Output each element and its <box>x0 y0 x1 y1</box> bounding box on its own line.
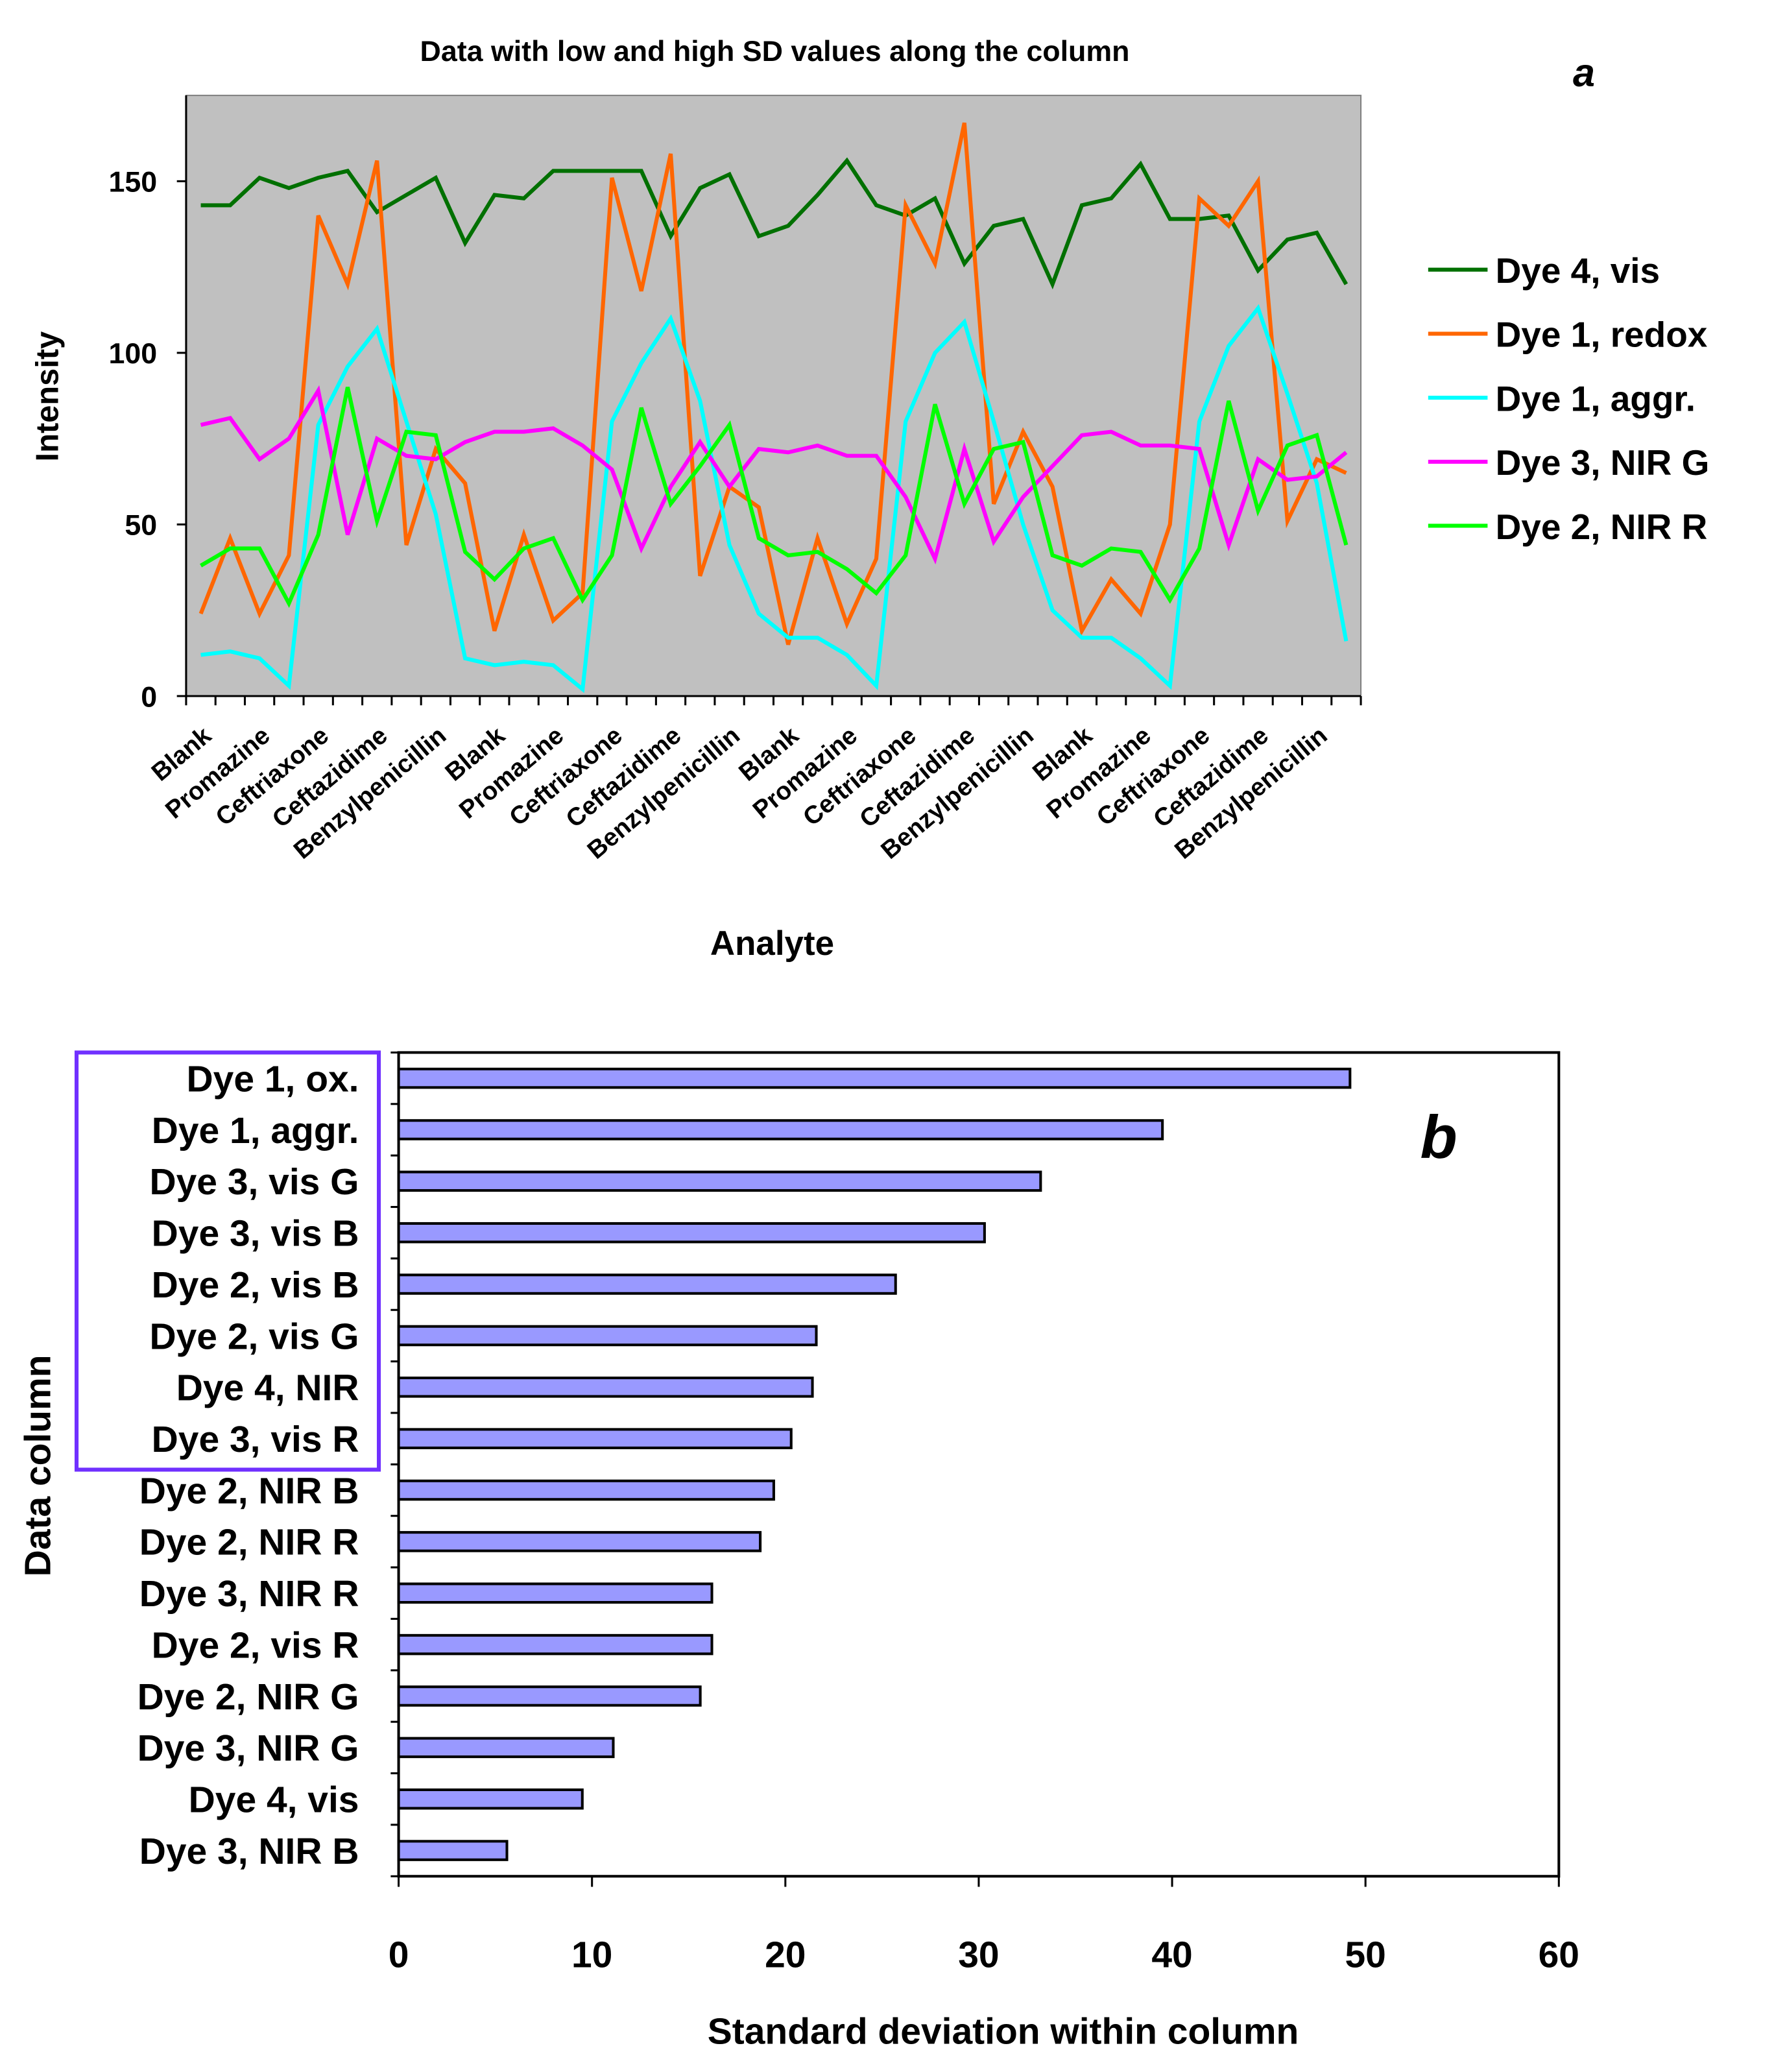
category-label: Dye 3, vis B <box>152 1213 359 1255</box>
bar <box>397 1325 818 1347</box>
bar <box>397 1119 1164 1140</box>
bar <box>397 1222 986 1244</box>
series-dye-2-nir-r <box>200 387 1348 608</box>
category-label: Dye 2, vis G <box>149 1316 359 1357</box>
x-tick-label-b: 60 <box>1539 1934 1579 1976</box>
category-label: Dye 3, NIR R <box>139 1573 359 1615</box>
bar <box>397 1633 713 1656</box>
category-label: Dye 1, ox. <box>187 1058 359 1100</box>
category-label: Dye 3, NIR B <box>139 1831 359 1872</box>
bar <box>397 1428 793 1449</box>
legend-label: Dye 1, redox <box>1496 315 1708 355</box>
legend-label: Dye 2, NIR R <box>1496 507 1708 547</box>
category-label: Dye 2, vis R <box>152 1624 359 1666</box>
category-label: Dye 2, vis B <box>152 1264 359 1306</box>
series-dye-1-redox <box>198 122 1347 645</box>
x-axis-label-a: Analyte <box>710 924 834 963</box>
x-axis-label-b: Standard deviation within column <box>708 2011 1299 2053</box>
bar <box>397 1067 1352 1089</box>
series-line <box>200 304 1348 693</box>
bar <box>397 1531 762 1552</box>
bar <box>397 1582 713 1604</box>
category-label: Dye 2, NIR B <box>139 1470 359 1512</box>
highlight-box <box>74 1050 381 1472</box>
series-line <box>198 122 1347 645</box>
bar <box>397 1788 584 1810</box>
x-tick-label-b: 30 <box>958 1934 999 1976</box>
category-label: Dye 2, NIR G <box>138 1676 359 1718</box>
y-tick-label-a: 50 <box>125 509 157 542</box>
panel-b-label: b <box>1420 1103 1457 1171</box>
series-dye-1-aggr- <box>200 304 1348 693</box>
legend-label: Dye 4, vis <box>1496 250 1660 291</box>
legend-a: Dye 4, vis Dye 1, redox Dye 1, aggr. Dye 3,… <box>1428 250 1710 547</box>
x-tick-label-b: 10 <box>571 1934 612 1976</box>
plot-area-a <box>185 95 1362 697</box>
category-label: Dye 2, NIR R <box>139 1522 359 1563</box>
category-label: Dye 4, NIR <box>176 1367 359 1409</box>
category-label: Dye 3, vis G <box>149 1161 359 1203</box>
category-label: Dye 4, vis <box>189 1779 359 1821</box>
category-label: Dye 3, vis R <box>152 1419 359 1460</box>
y-axis-label-b: Data column <box>17 1355 58 1576</box>
series-line <box>200 387 1348 608</box>
series-dye-3-nir-g <box>200 385 1348 565</box>
y-tick-label-a: 100 <box>108 337 157 370</box>
bar <box>397 1737 615 1759</box>
chart-a-title: Data with low and high SD values along t… <box>420 35 1130 67</box>
bar <box>397 1377 814 1398</box>
panel-b-bar-chart: Dye 1, ox. Dye 1, aggr. Dye 3, vis G Dye 3,… <box>17 1050 1579 2053</box>
panel-a-line-chart: Data with low and high SD values along t… <box>30 35 1710 963</box>
x-tick-label-b: 0 <box>389 1934 409 1976</box>
category-label: Dye 3, NIR G <box>138 1728 359 1769</box>
series-line <box>200 385 1348 565</box>
panel-a-label: a <box>1573 51 1595 95</box>
bar <box>397 1170 1042 1192</box>
bar <box>397 1273 897 1295</box>
series-line <box>200 157 1348 290</box>
x-tick-label-b: 40 <box>1151 1934 1192 1976</box>
legend-label: Dye 3, NIR G <box>1496 442 1710 483</box>
bar <box>397 1685 702 1707</box>
legend-label: Dye 1, aggr. <box>1496 378 1696 418</box>
x-tick-label-b: 20 <box>765 1934 806 1976</box>
y-tick-label-a: 150 <box>108 166 157 199</box>
bar <box>397 1479 775 1501</box>
y-tick-label-a: 0 <box>141 681 157 713</box>
y-axis-label-a: Intensity <box>30 331 66 462</box>
category-label: Dye 1, aggr. <box>152 1110 359 1151</box>
bar <box>397 1840 509 1861</box>
x-tick-label-b: 50 <box>1345 1934 1385 1976</box>
